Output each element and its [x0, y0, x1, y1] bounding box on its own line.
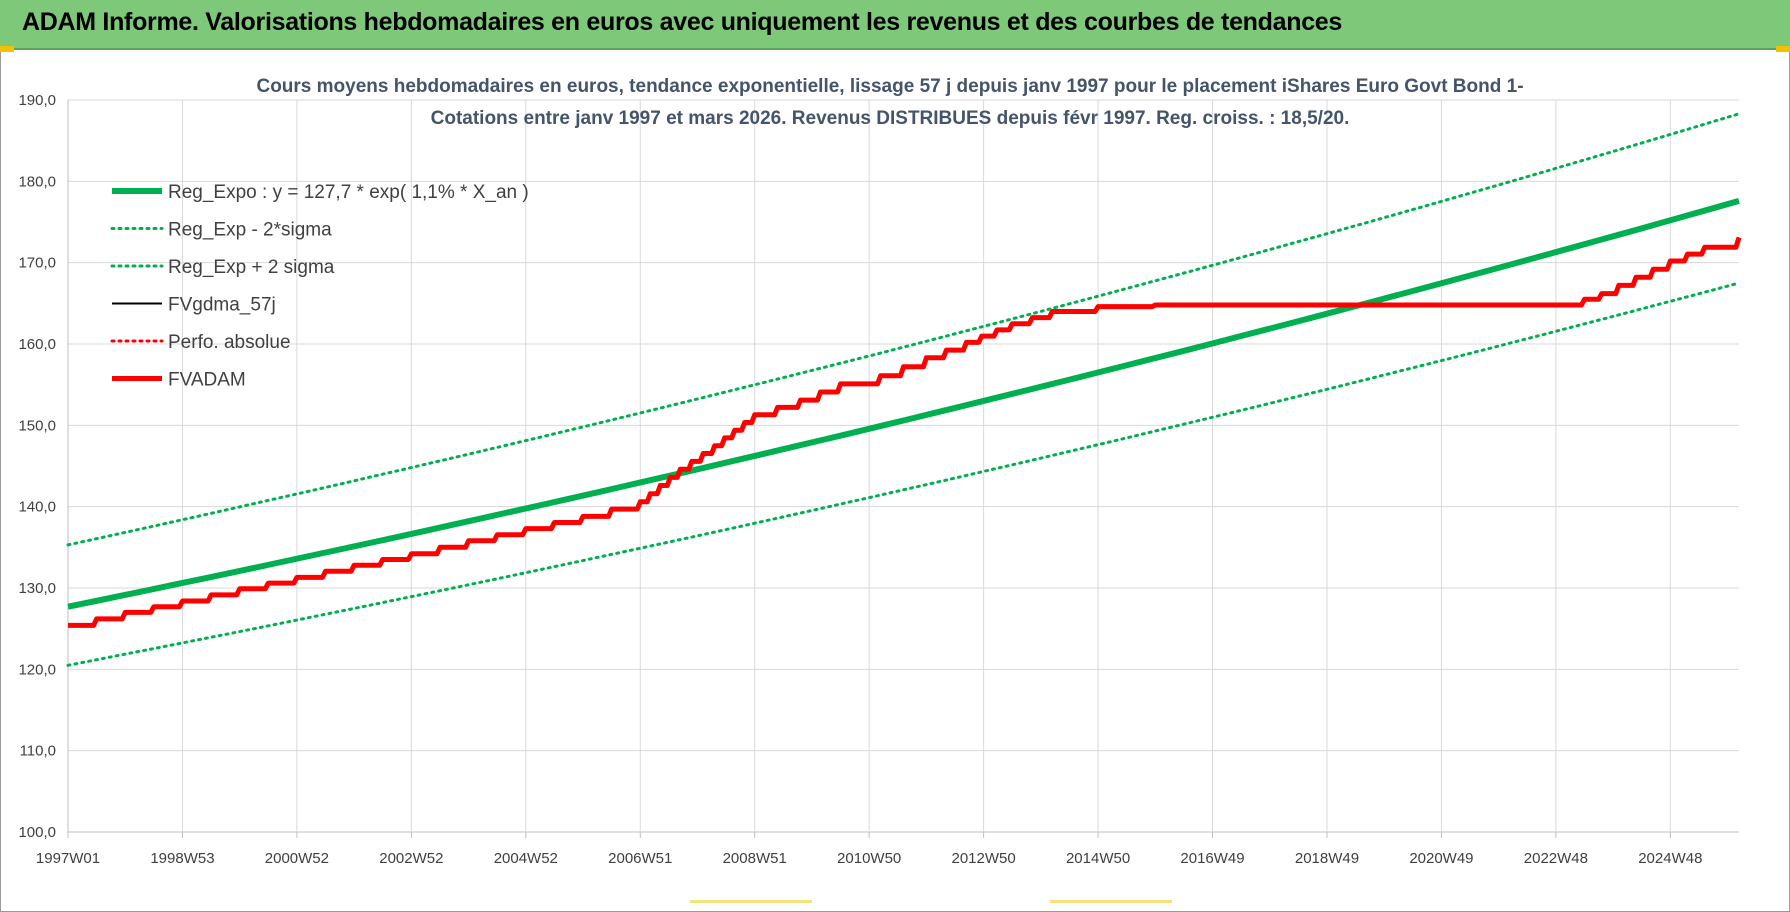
- legend-label: Perfo. absolue: [168, 332, 291, 353]
- chart-title-line-1: Cours moyens hebdomadaires en euros, ten…: [256, 76, 1523, 97]
- series-line-1: [66, 281, 1741, 667]
- y-tick-label: 120,0: [18, 661, 56, 678]
- x-tick-label: 2018W49: [1295, 850, 1359, 867]
- x-tick-label: 2002W52: [379, 850, 443, 867]
- y-tick-label: 190,0: [18, 92, 56, 109]
- x-tick-label: 2024W48: [1638, 850, 1702, 867]
- series-line-0: [67, 198, 1740, 610]
- y-tick-label: 180,0: [18, 173, 56, 190]
- legend-label: Reg_Expo : y = 127,7 * exp( 1,1% * X_an …: [168, 182, 529, 203]
- x-tick-label: 2008W51: [723, 850, 787, 867]
- y-tick-label: 140,0: [18, 499, 56, 516]
- legend-label: Reg_Exp + 2 sigma: [168, 257, 335, 278]
- chart-title-line-2: Cotations entre janv 1997 et mars 2026. …: [431, 108, 1350, 129]
- x-tick-label: 2020W49: [1409, 850, 1473, 867]
- line-chart: 100,0 110,0 120,0 130,0 140,0 150,0 160,0 170,0…: [18, 76, 1742, 867]
- x-tick-label: 1997W01: [36, 850, 100, 867]
- series-line-5: [68, 236, 1742, 628]
- report-title: ADAM Informe. Valorisations hebdomadaire…: [22, 8, 1343, 36]
- legend-label: Reg_Exp - 2*sigma: [168, 220, 332, 241]
- bottom-mark-1: [690, 900, 812, 903]
- legend: Reg_Expo : y = 127,7 * exp( 1,1% * X_an …: [110, 182, 529, 391]
- corner-mark-left: [0, 46, 14, 52]
- y-tick-label: 100,0: [18, 824, 56, 841]
- x-tick-label: 2010W50: [837, 850, 901, 867]
- y-tick-label: 170,0: [18, 255, 56, 272]
- y-tick-label: 150,0: [18, 417, 56, 434]
- legend-label: FVADAM: [168, 370, 246, 391]
- x-tick-label: 1998W53: [150, 850, 214, 867]
- bottom-mark-2: [1050, 900, 1172, 903]
- x-tick-label: 2000W52: [265, 850, 329, 867]
- series-lines: [66, 112, 1742, 667]
- x-tick-label: 2022W48: [1524, 850, 1588, 867]
- y-tick-label: 160,0: [18, 336, 56, 353]
- corner-mark-right: [1776, 46, 1790, 52]
- report-header: ADAM Informe. Valorisations hebdomadaire…: [0, 0, 1790, 50]
- x-tick-label: 2012W50: [952, 850, 1016, 867]
- axes: 100,0 110,0 120,0 130,0 140,0 150,0 160,0 170,0…: [18, 92, 1702, 867]
- x-tick-label: 2014W50: [1066, 850, 1130, 867]
- x-tick-label: 2004W52: [494, 850, 558, 867]
- gridlines: [67, 99, 1739, 833]
- series-line-3: [68, 237, 1740, 627]
- y-tick-label: 110,0: [20, 743, 56, 760]
- legend-label: FVgdma_57j: [168, 295, 276, 316]
- y-tick-label: 130,0: [18, 580, 56, 597]
- series-line-2: [66, 112, 1741, 547]
- x-tick-label: 2016W49: [1180, 850, 1244, 867]
- x-tick-label: 2006W51: [608, 850, 672, 867]
